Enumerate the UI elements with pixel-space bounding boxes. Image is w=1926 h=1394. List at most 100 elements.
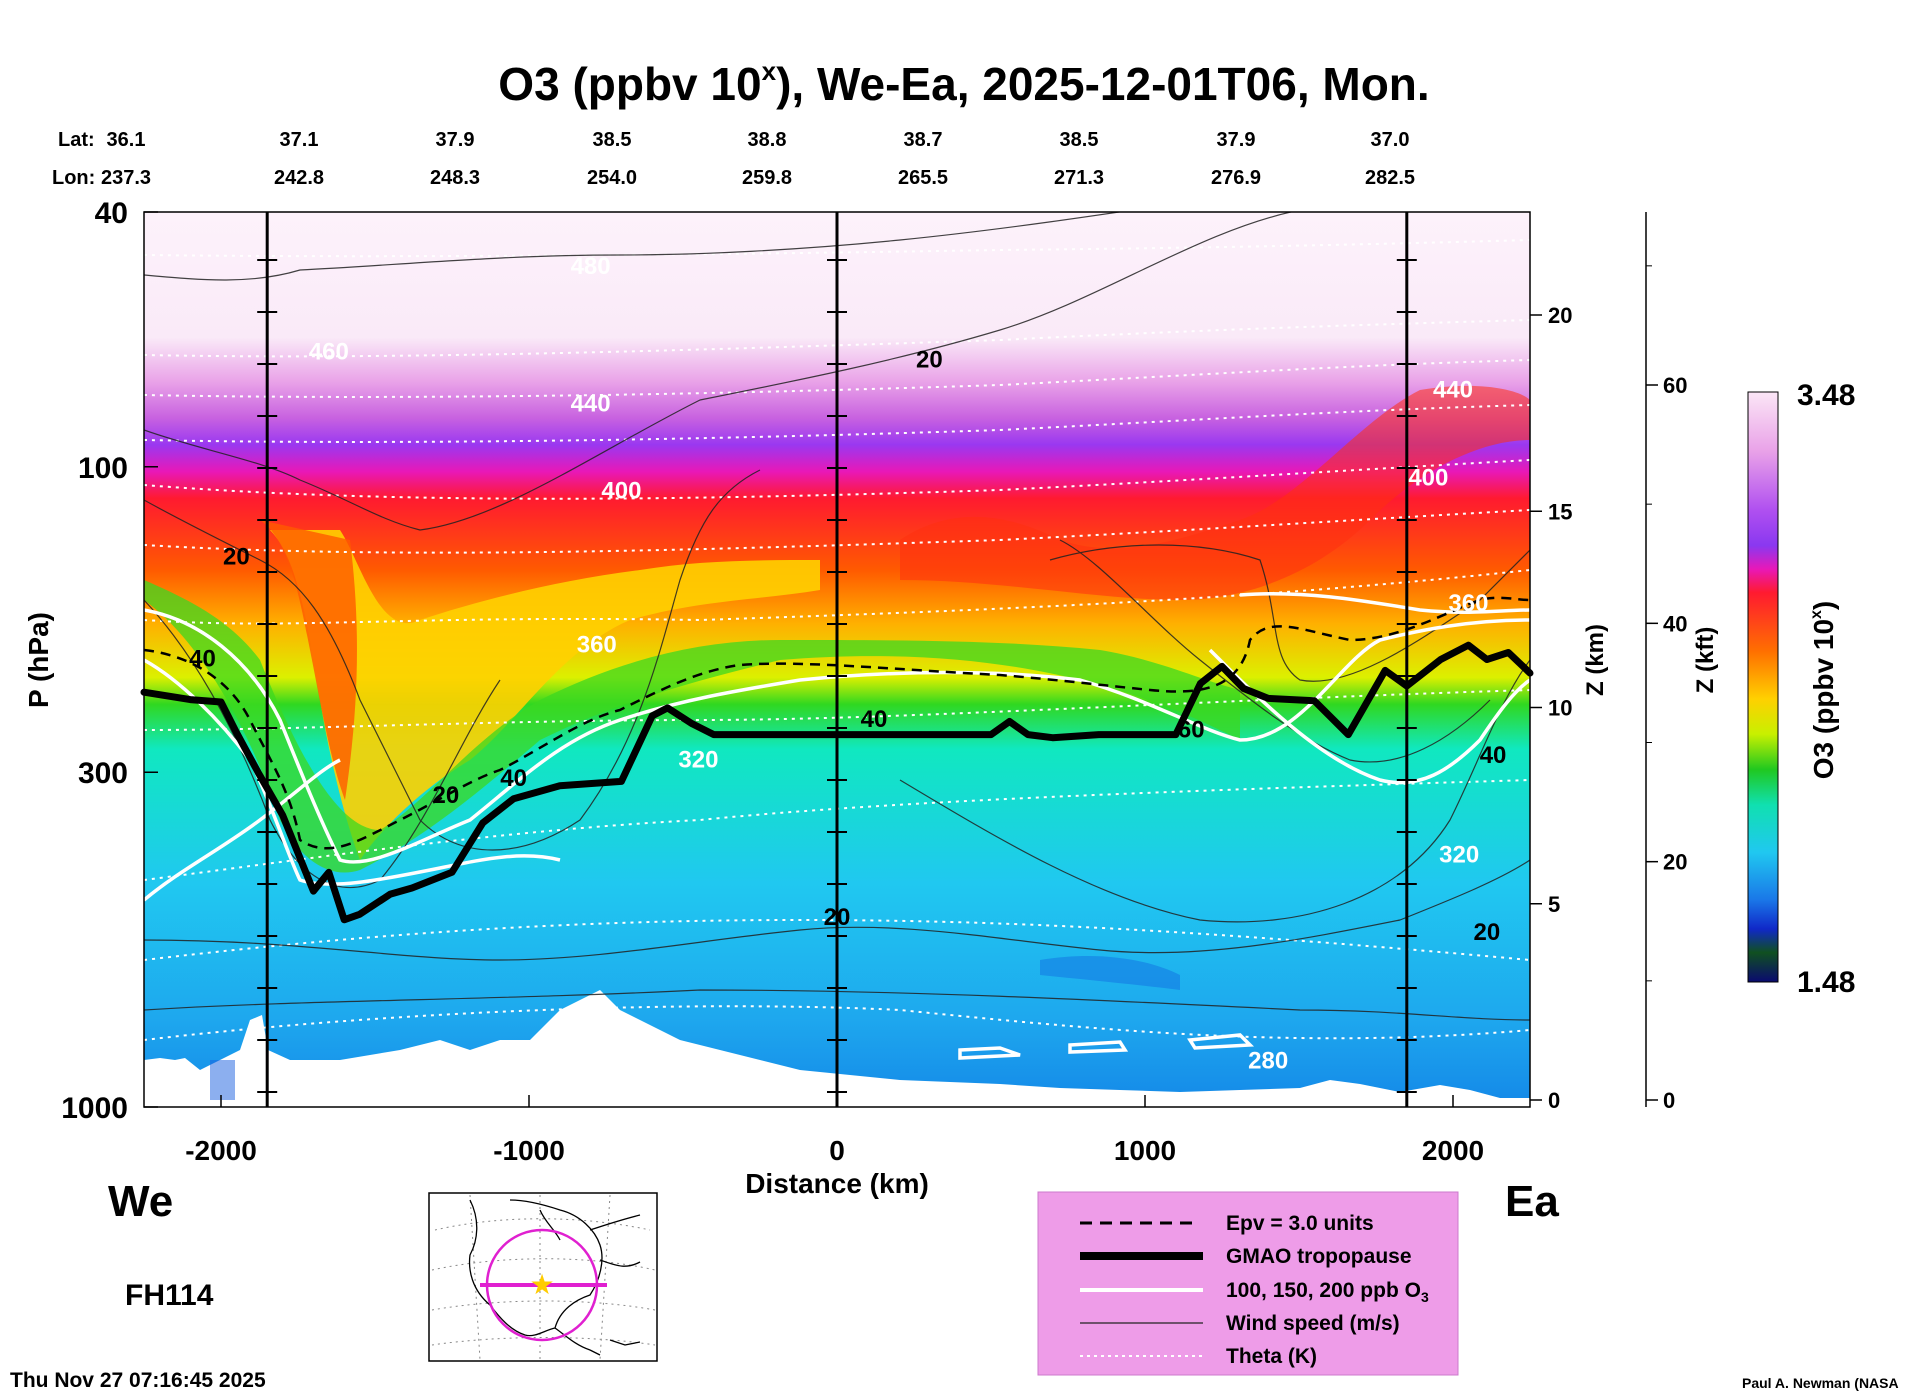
theta-label: 460 bbox=[309, 339, 349, 366]
wind-label: 60 bbox=[1178, 717, 1205, 744]
wind-label: 40 bbox=[861, 706, 888, 733]
z-km-tick-label: 10 bbox=[1548, 696, 1572, 721]
legend-theta: Theta (K) bbox=[1226, 1345, 1317, 1368]
x-axis: -2000 -1000 0 1000 2000 bbox=[185, 1095, 1484, 1166]
wind-label: 40 bbox=[189, 645, 216, 672]
theta-label: 400 bbox=[1408, 465, 1448, 492]
theta-contours bbox=[144, 239, 1530, 1041]
lon-value: 254.0 bbox=[587, 167, 637, 189]
forecast-hour: FH114 bbox=[125, 1279, 214, 1312]
z-km-axis: 20 15 10 5 0 bbox=[1530, 303, 1572, 1113]
green-band bbox=[144, 580, 1240, 873]
p-tick-label: 40 bbox=[95, 197, 128, 230]
x-tick-label: 0 bbox=[829, 1135, 845, 1166]
p-tick-label: 1000 bbox=[61, 1092, 128, 1125]
surface-terrain bbox=[144, 990, 1530, 1107]
east-label: Ea bbox=[1505, 1177, 1559, 1226]
colorbar-label: O3 (ppbv 10x) bbox=[1808, 601, 1839, 780]
lat-value: 38.5 bbox=[1060, 129, 1099, 151]
wind-contours bbox=[144, 212, 1530, 1021]
surface-blue-dots bbox=[210, 1060, 235, 1100]
lon-value: 242.8 bbox=[274, 167, 324, 189]
legend: Epv = 3.0 units GMAO tropopause 100, 150… bbox=[1037, 1191, 1459, 1376]
tropopause-line bbox=[140, 641, 1534, 924]
lon-value: 259.8 bbox=[742, 167, 792, 189]
theta-label: 320 bbox=[1439, 841, 1479, 868]
colorbar-min: 1.48 bbox=[1797, 966, 1855, 999]
wind-label: 20 bbox=[916, 347, 943, 374]
low-blue-patch bbox=[1040, 955, 1180, 990]
wind-label: 20 bbox=[432, 782, 459, 809]
theta-label: 440 bbox=[1433, 377, 1473, 404]
wind-label: 40 bbox=[1480, 742, 1507, 769]
z-km-tick-label: 15 bbox=[1548, 499, 1572, 524]
lat-value: 38.8 bbox=[748, 129, 787, 151]
lon-value: 248.3 bbox=[430, 167, 480, 189]
legend-epv: Epv = 3.0 units bbox=[1226, 1212, 1374, 1235]
theta-label: 400 bbox=[601, 477, 641, 504]
ozone-fold bbox=[270, 530, 820, 860]
vertical-marker-lines bbox=[257, 212, 1417, 1107]
p-tick-label: 100 bbox=[78, 452, 128, 485]
wind-labels: 20 20 40 40 60 40 20 40 20 20 bbox=[189, 347, 1506, 946]
lat-value: 37.9 bbox=[436, 129, 475, 151]
lat-value: 37.9 bbox=[1217, 129, 1256, 151]
lat-value: 37.1 bbox=[280, 129, 319, 151]
credit: Paul A. Newman (NASA bbox=[1742, 1375, 1899, 1391]
z-kft-tick-label: 0 bbox=[1663, 1088, 1675, 1113]
lat-lon-values: 36.1 37.1 37.9 38.5 38.8 38.7 38.5 37.9 37.0 237.… bbox=[101, 129, 1415, 189]
lon-value: 237.3 bbox=[101, 167, 151, 189]
lon-value: 282.5 bbox=[1365, 167, 1415, 189]
z-kft-tick-label: 20 bbox=[1663, 850, 1687, 875]
lon-value: 276.9 bbox=[1211, 167, 1261, 189]
z-km-tick-label: 5 bbox=[1548, 892, 1560, 917]
ozone-isolines bbox=[144, 591, 1530, 1060]
x-tick-label: 2000 bbox=[1422, 1135, 1484, 1166]
y-axis-label: P (hPa) bbox=[23, 612, 54, 708]
z-kft-label: Z (kft) bbox=[1692, 627, 1719, 694]
legend-wind: Wind speed (m/s) bbox=[1226, 1312, 1400, 1335]
pressure-axis: 40 100 300 1000 bbox=[61, 197, 158, 1125]
timestamp: Thu Nov 27 07:16:45 2025 bbox=[10, 1369, 266, 1392]
chart-title: O3 (ppbv 10x), We-Ea, 2025-12-01T06, Mon… bbox=[498, 56, 1429, 110]
theta-label: 320 bbox=[678, 747, 718, 774]
legend-ozone: 100, 150, 200 ppb O3 bbox=[1226, 1279, 1429, 1305]
lat-value: 38.5 bbox=[593, 129, 632, 151]
colorbar bbox=[1747, 391, 1779, 983]
wind-label: 20 bbox=[1474, 919, 1501, 946]
wind-label: 20 bbox=[824, 904, 851, 931]
z-km-tick-label: 20 bbox=[1548, 303, 1572, 328]
theta-label: 280 bbox=[1248, 1047, 1288, 1074]
wind-label: 20 bbox=[223, 543, 250, 570]
z-kft-tick-label: 60 bbox=[1663, 373, 1687, 398]
lon-value: 271.3 bbox=[1054, 167, 1104, 189]
lat-value: 36.1 bbox=[107, 129, 146, 151]
lon-label: Lon: bbox=[52, 167, 95, 189]
x-tick-label: 1000 bbox=[1114, 1135, 1176, 1166]
theta-labels: 480 460 440 440 400 400 360 360 320 320 280 bbox=[309, 253, 1489, 1074]
theta-label: 360 bbox=[577, 631, 617, 658]
west-label: We bbox=[108, 1177, 173, 1226]
coastline bbox=[468, 1199, 641, 1356]
x-tick-label: -1000 bbox=[493, 1135, 565, 1166]
z-km-label: Z (km) bbox=[1582, 624, 1609, 696]
lon-value: 265.5 bbox=[898, 167, 948, 189]
lat-label: Lat: bbox=[58, 129, 95, 151]
wind-label: 40 bbox=[500, 765, 527, 792]
p-tick-label: 300 bbox=[78, 757, 128, 790]
ozone-fold-core bbox=[260, 520, 357, 800]
colorbar-max: 3.48 bbox=[1797, 379, 1855, 412]
theta-label: 480 bbox=[571, 253, 611, 280]
z-km-tick-label: 0 bbox=[1548, 1088, 1560, 1113]
center-star: ★ bbox=[529, 1269, 554, 1300]
legend-tropopause: GMAO tropopause bbox=[1226, 1245, 1412, 1268]
z-kft-tick-label: 40 bbox=[1663, 611, 1687, 636]
theta-label: 440 bbox=[571, 391, 611, 418]
x-tick-label: -2000 bbox=[185, 1135, 257, 1166]
upper-red-bulge bbox=[900, 385, 1530, 600]
lat-value: 37.0 bbox=[1371, 129, 1410, 151]
theta-label: 360 bbox=[1448, 590, 1488, 617]
x-axis-label: Distance (km) bbox=[745, 1168, 929, 1199]
inset-map: ★ bbox=[428, 1192, 658, 1362]
